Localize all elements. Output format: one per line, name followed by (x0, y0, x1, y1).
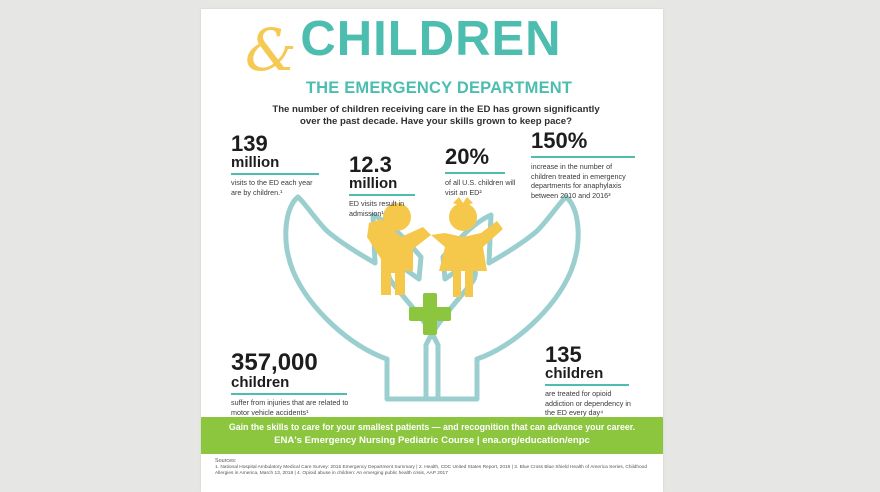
stat-unit: children (231, 374, 290, 391)
infographic-poster: & CHILDREN THE EMERGENCY DEPARTMENT The … (201, 9, 663, 492)
ampersand: & (245, 16, 297, 84)
stat-text: visits to the ED each year are by childr… (231, 178, 313, 197)
stat-injuries: 357,000 children suffer from injuries th… (231, 351, 381, 417)
stat-text: are treated for opioid addiction or depe… (545, 389, 631, 418)
stat-visits: 139 million visits to the ED each year a… (231, 133, 321, 197)
intro-text: The number of children receiving care in… (272, 104, 600, 128)
stat-rule (231, 173, 319, 175)
stat-text: suffer from injuries that are related to… (231, 398, 349, 417)
right-hand-icon (423, 194, 581, 402)
banner-tagline: Gain the skills to care for your smalles… (228, 422, 636, 432)
page-title: CHILDREN (300, 12, 562, 66)
stat-rule (349, 194, 415, 196)
stat-unit: million (231, 154, 280, 171)
stat-rule (445, 172, 505, 174)
stat-unit: children (545, 365, 604, 382)
sources-list: 1. National Hospital Ambulatory Medical … (215, 465, 648, 477)
stat-text: ED visits result in admission¹ (349, 199, 405, 218)
girl-icon (431, 197, 503, 297)
stat-value: 135 (545, 342, 582, 367)
illustration (283, 194, 581, 402)
page-subtitle: THE EMERGENCY DEPARTMENT (305, 79, 573, 97)
stat-rule (531, 156, 635, 158)
stat-value: 12.3 (349, 152, 392, 177)
stat-text: of all U.S. children will visit an ED² (445, 178, 516, 197)
stat-admissions: 12.3 million ED visits result in admissi… (349, 154, 419, 218)
stat-value: 20% (445, 144, 490, 169)
course-banner (201, 417, 663, 454)
medical-cross-icon (409, 293, 451, 335)
stat-opioid: 135 children are treated for opioid addi… (545, 344, 645, 418)
sources-heading: Sources: (215, 458, 237, 464)
stat-text: increase in the number of children treat… (531, 162, 626, 201)
stat-value: 150% (531, 128, 588, 153)
stat-rule (231, 393, 347, 395)
stat-anaphylaxis: 150% increase in the number of children … (531, 130, 639, 201)
stat-unit: million (349, 175, 398, 192)
course-link[interactable]: ENA's Emergency Nursing Pediatric Course… (274, 435, 590, 446)
stat-children-percent: 20% of all U.S. children will visit an E… (445, 146, 517, 197)
stat-value: 357,000 (231, 349, 318, 376)
stat-value: 139 (231, 131, 268, 156)
boy-icon (367, 203, 431, 295)
stat-rule (545, 384, 629, 386)
